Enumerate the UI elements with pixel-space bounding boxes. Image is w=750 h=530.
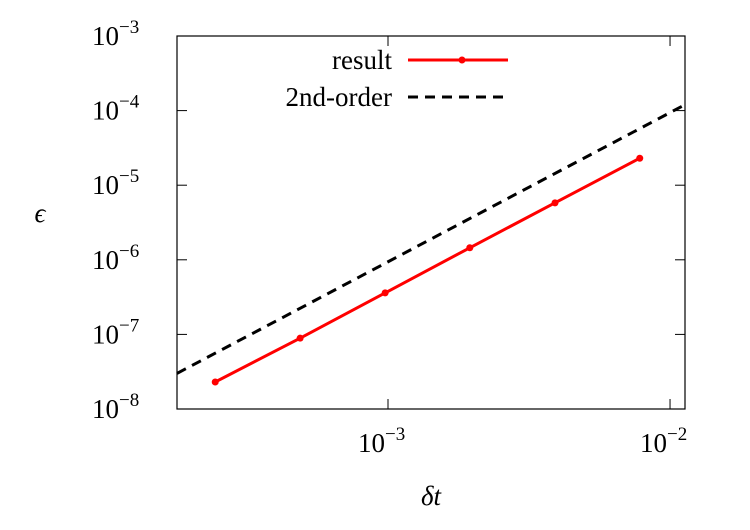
x-axis-label: δt — [421, 481, 443, 511]
data-point — [211, 378, 219, 386]
legend-marker — [458, 56, 466, 64]
legend-label: 2nd-order — [286, 82, 392, 112]
series-line — [214, 156, 641, 384]
y-tick-label: 10−8 — [92, 390, 139, 424]
data-point — [636, 154, 644, 162]
series-line — [176, 103, 686, 375]
y-tick-label: 10−5 — [92, 166, 139, 200]
data-point — [381, 289, 389, 297]
y-tick-label: 10−6 — [92, 241, 139, 275]
x-tick-label: 10−2 — [640, 424, 687, 458]
data-point — [466, 244, 474, 252]
y-tick-label: 10−3 — [92, 17, 139, 51]
y-axis-label: ϵ — [35, 198, 47, 228]
y-tick-label: 10−4 — [92, 92, 140, 126]
data-point — [296, 334, 304, 342]
y-tick-label: 10−7 — [92, 315, 139, 349]
plot-frame — [176, 35, 686, 410]
data-point — [551, 199, 559, 207]
x-tick-label: 10−3 — [358, 424, 405, 458]
legend-label: result — [332, 45, 392, 75]
